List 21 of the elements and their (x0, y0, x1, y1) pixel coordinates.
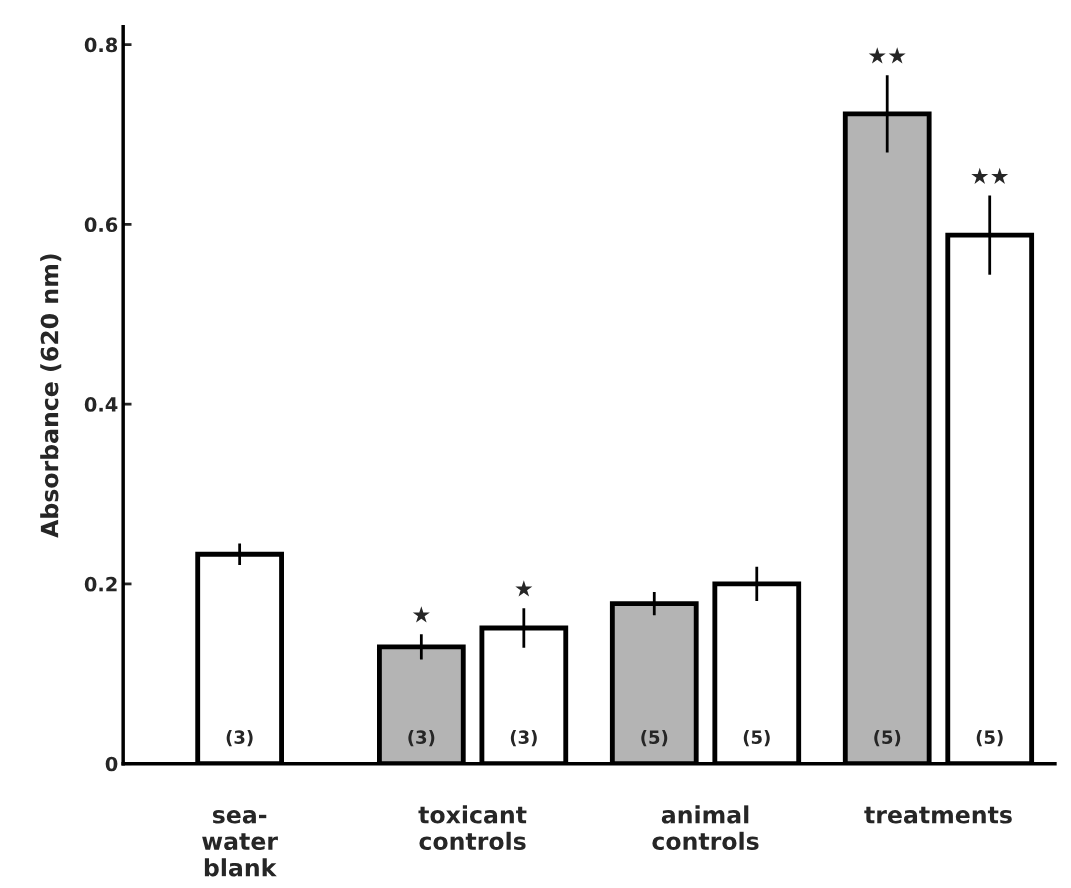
y-tick-label: 0.8 (84, 37, 118, 53)
annotation: ★ (515, 580, 533, 597)
annotation: (3) (226, 730, 253, 747)
annotation: (3) (408, 730, 435, 747)
annotation: (5) (743, 730, 770, 747)
annotation: (5) (976, 730, 1003, 747)
y-tick-label: 0.2 (84, 576, 117, 592)
y-tick-label: 0 (105, 756, 118, 772)
annotation: (5) (641, 730, 668, 747)
annotation: ★★ (971, 167, 1009, 184)
x-tick-label: treatments (864, 806, 1012, 824)
annotation: (3) (510, 730, 537, 747)
annotation: ★ (412, 606, 430, 623)
y-tick-label: 0.4 (84, 397, 118, 412)
annotation: ★★ (868, 47, 906, 64)
y-axis-title: Absorbance (620 nm) (40, 254, 62, 538)
x-tick-label: animal controls (652, 805, 759, 851)
y-tick-label: 0.6 (84, 217, 118, 233)
x-tick-label: sea- water blank (202, 810, 278, 877)
annotation: (5) (874, 730, 901, 747)
x-tick-label: toxicant controls (418, 805, 527, 851)
